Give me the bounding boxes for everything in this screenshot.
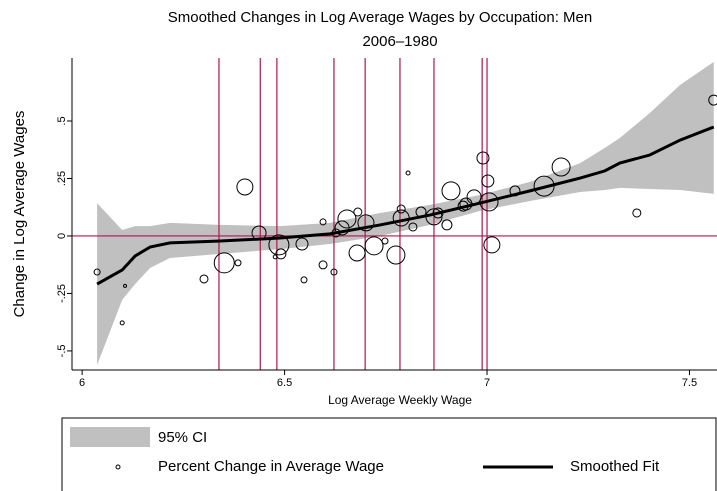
point [319,218,327,226]
ci-band [97,61,714,365]
point [268,234,290,256]
point [123,283,128,288]
legend-swatch-ci [70,427,150,447]
point [476,151,490,165]
x-axis-title: Log Average Weekly Wage [328,393,472,407]
point [300,276,308,284]
y-tick-label: -.25 [56,284,68,303]
x-tick-label: 6.5 [277,377,292,389]
point [405,170,411,176]
point [337,209,357,229]
point [632,208,642,218]
point [381,237,389,245]
point [441,181,461,201]
point [364,236,384,256]
point [199,274,209,284]
x-tick-label: 7 [484,377,490,389]
legend-label: 95% CI [158,429,207,446]
point [275,248,287,260]
point [119,320,125,326]
x-tick-label: 7.5 [682,377,697,389]
point [330,268,338,276]
point [318,260,328,270]
point [708,94,717,106]
x-tick-label: 6 [79,377,85,389]
point [234,259,242,267]
chart-subtitle: 2006–1980 [362,33,437,50]
point [295,237,309,251]
y-tick-label: .5 [56,116,68,125]
plot: -.5 -.25 0 .25 .5 6 6.5 7 7.5 [56,58,717,389]
legend-swatch-scatter [115,464,121,470]
legend-label: Percent Change in Average Wage [158,458,384,475]
point [386,245,406,265]
y-axis-title: Change in Log Average Wages [11,111,28,318]
point [353,207,363,217]
y-tick-label: -.5 [56,344,68,357]
legend-box [61,417,717,491]
smoothed-line [96,125,715,286]
chart-title: Smoothed Changes in Log Average Wages by… [168,9,592,26]
point [93,268,101,276]
point [213,252,235,274]
legend-label: Smoothed Fit [570,458,660,475]
point [441,219,453,231]
point [348,244,366,262]
point [236,178,254,196]
point [483,236,501,254]
y-tick-label: 0 [56,233,68,239]
y-tick-label: .25 [56,171,68,186]
point [357,214,375,232]
point [396,204,406,214]
point [481,174,495,188]
point [551,157,571,177]
point [408,222,418,232]
